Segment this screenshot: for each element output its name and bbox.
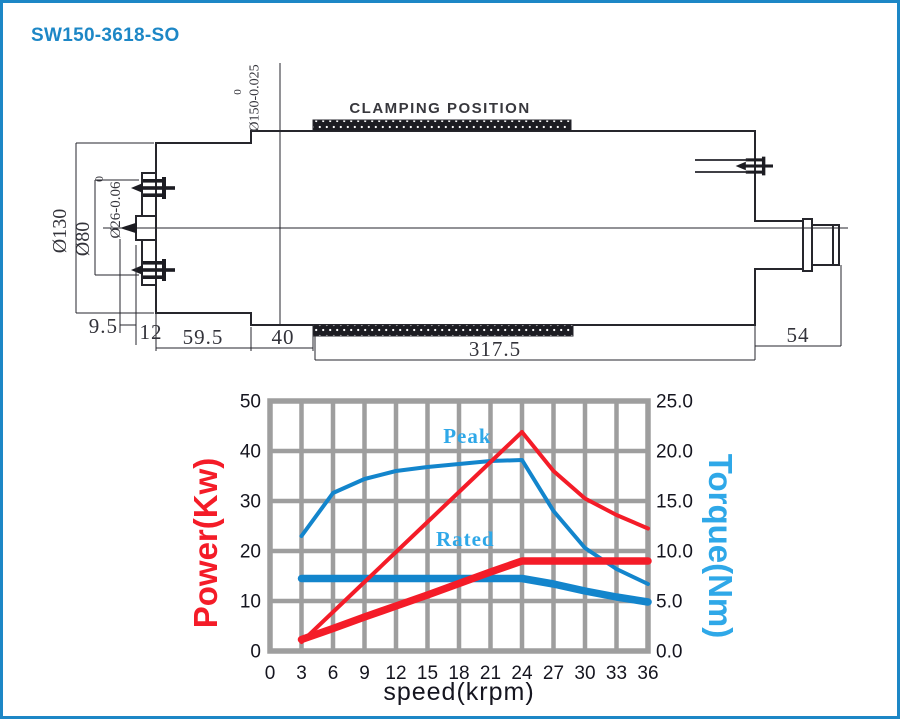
dim-40: 40 [272,325,295,349]
y-right-tick-label: 20.0 [656,442,693,463]
series-line-rated-power [297,557,652,644]
x-tick-label: 12 [385,663,406,684]
y-right-axis-label: Torque(Nm) [702,454,739,639]
y-right-tick-label: 25.0 [656,392,693,413]
x-tick-label: 18 [448,663,469,684]
x-tick-label: 30 [574,663,595,684]
annotation-rated: Rated [436,527,495,551]
spindle-drawing: CLAMPING POSITION 9.5 12 59.5 40 317.5 5… [49,63,848,361]
y-left-axis-label: Power(Kw) [187,458,224,629]
y-left-tick-label: 50 [240,392,261,413]
rear-connector-cable [695,159,748,173]
x-tick-label: 24 [511,663,533,684]
front-cap-detail [120,172,157,286]
x-tick-label: 0 [265,663,276,684]
annotation-peak: Peak [443,424,491,448]
series-line-peak-power [299,430,650,644]
y-right-tick-label: 0.0 [656,642,682,663]
center-arrow [120,222,137,234]
y-left-tick-label: 30 [240,492,261,513]
drawing-and-chart-canvas: CLAMPING POSITION 9.5 12 59.5 40 317.5 5… [49,63,848,707]
y-left-tick-label: 0 [250,642,261,663]
y-right-tick-label: 10.0 [656,542,693,563]
y-right-tick-label: 15.0 [656,492,693,513]
x-tick-label: 6 [328,663,339,684]
dim-12: 12 [140,320,163,344]
y-left-tick-label: 20 [240,542,261,563]
shaft-nose [754,218,840,272]
dim-54: 54 [787,323,810,347]
x-tick-label: 3 [296,663,307,684]
chart-plot-border [267,398,651,654]
y-left-tick-label: 10 [240,592,261,613]
dim-59-5: 59.5 [183,325,224,349]
x-tick-label: 9 [359,663,370,684]
x-tick-label: 36 [637,663,658,684]
y-right-tick-label: 5.0 [656,592,682,613]
x-tick-label: 33 [606,663,627,684]
clamping-band-top [312,119,572,132]
dim-dia26-upper-tol: 0 [92,176,106,182]
dim-dia130: Ø130 [49,209,71,253]
y-left-tick-label: 40 [240,442,261,463]
dim-dia150: Ø150-0.025 [248,64,263,131]
dim-dia26: Ø26-0.06 [108,181,124,239]
clamping-band-bottom [312,324,574,337]
power-torque-chart: 0 3 6 9 12 15 18 21 24 27 30 33 36010203040500.05.01… [187,392,739,707]
dim-9-5: 9.5 [89,314,118,338]
page-title: SW150-3618-SO [31,25,180,46]
dim-dia80: Ø80 [72,222,94,256]
series-line-peak-torque [299,458,650,586]
x-tick-label: 27 [543,663,564,684]
cooling-fitting-bottom [131,259,175,281]
x-axis-label: speed(krpm) [383,678,534,706]
clamping-position-label: CLAMPING POSITION [349,100,530,117]
x-tick-label: 15 [417,663,438,684]
x-tick-label: 21 [480,663,501,684]
dimension-lines [75,63,842,361]
dim-317-5: 317.5 [469,337,521,361]
dim-dia150-upper-tol: 0 [232,89,244,95]
